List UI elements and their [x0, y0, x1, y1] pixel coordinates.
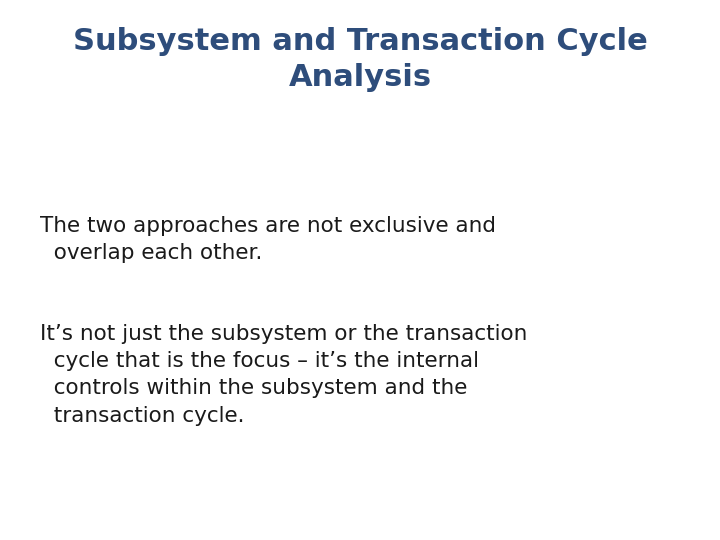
Text: Subsystem and Transaction Cycle
Analysis: Subsystem and Transaction Cycle Analysis	[73, 27, 647, 92]
Text: The two approaches are not exclusive and
  overlap each other.: The two approaches are not exclusive and…	[40, 216, 495, 263]
Text: It’s not just the subsystem or the transaction
  cycle that is the focus – it’s : It’s not just the subsystem or the trans…	[40, 324, 527, 426]
